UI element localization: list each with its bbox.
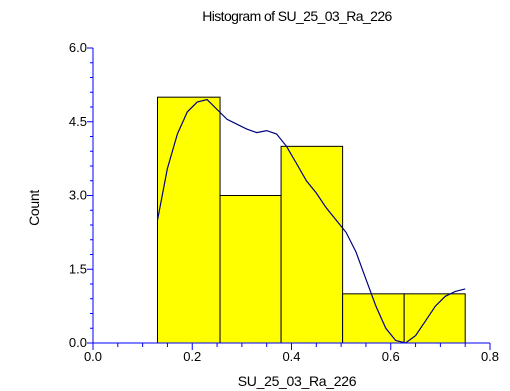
y-tick-label: 4.5 (69, 114, 87, 129)
histogram-bar-5 (403, 293, 466, 344)
x-tick-label: 0.6 (382, 349, 400, 364)
x-tick-label: 0.4 (282, 349, 300, 364)
y-axis-title: Count (26, 190, 42, 226)
histogram-bar-1 (157, 96, 221, 344)
y-tick-label: 1.5 (69, 261, 87, 276)
x-tick-label: 0.0 (84, 349, 102, 364)
x-tick-label: 0.2 (183, 349, 201, 364)
histogram-bar-4 (342, 293, 405, 344)
y-tick-label: 3.0 (69, 188, 87, 203)
histogram-bar-3 (280, 145, 344, 344)
x-axis-title: SU_25_03_Ra_226 (238, 373, 357, 389)
histogram-bar-2 (219, 195, 282, 344)
density-curve (156, 98, 466, 344)
chart-title: Histogram of SU_25_03_Ra_226 (202, 8, 392, 24)
x-tick-label: 0.8 (481, 349, 499, 364)
y-tick-label: 0.0 (69, 335, 87, 350)
plot-area: 0.0 0.2 0.4 0.6 0.8 0.0 1.5 3.0 4.5 6.0 (69, 40, 499, 364)
y-tick-label: 6.0 (69, 40, 87, 55)
